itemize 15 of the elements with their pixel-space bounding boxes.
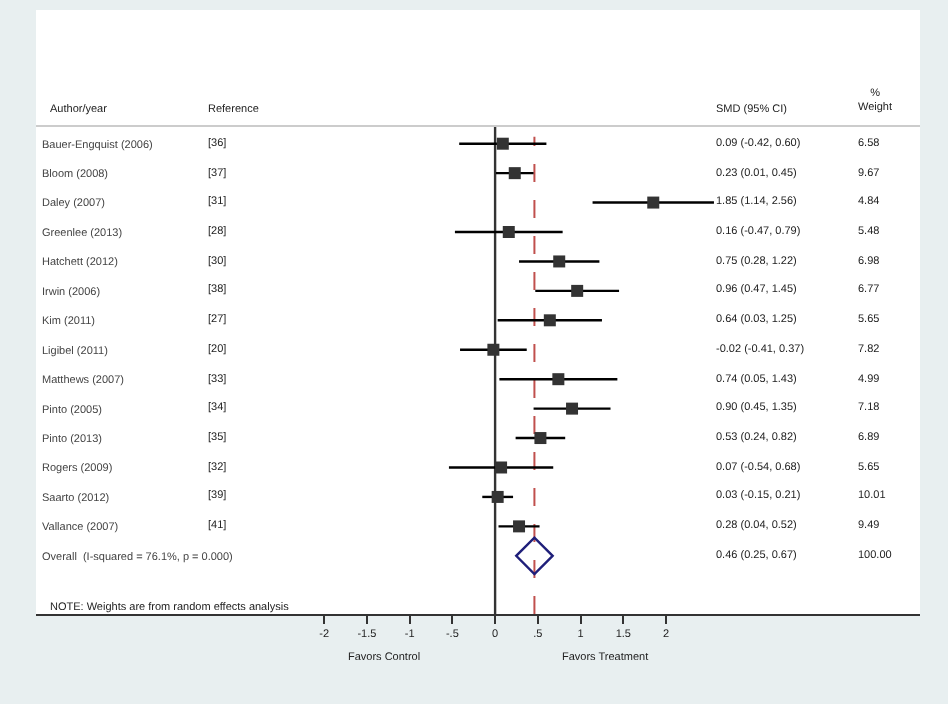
point — [534, 432, 547, 445]
point — [552, 373, 565, 386]
point — [513, 520, 526, 533]
point — [491, 490, 504, 503]
point — [647, 196, 660, 209]
point — [571, 284, 584, 297]
point — [502, 226, 515, 239]
point — [508, 167, 521, 180]
point — [496, 137, 509, 150]
point — [487, 343, 500, 356]
point — [515, 536, 554, 576]
point — [553, 255, 566, 268]
point — [566, 402, 579, 415]
point — [543, 314, 556, 327]
point — [495, 461, 508, 474]
